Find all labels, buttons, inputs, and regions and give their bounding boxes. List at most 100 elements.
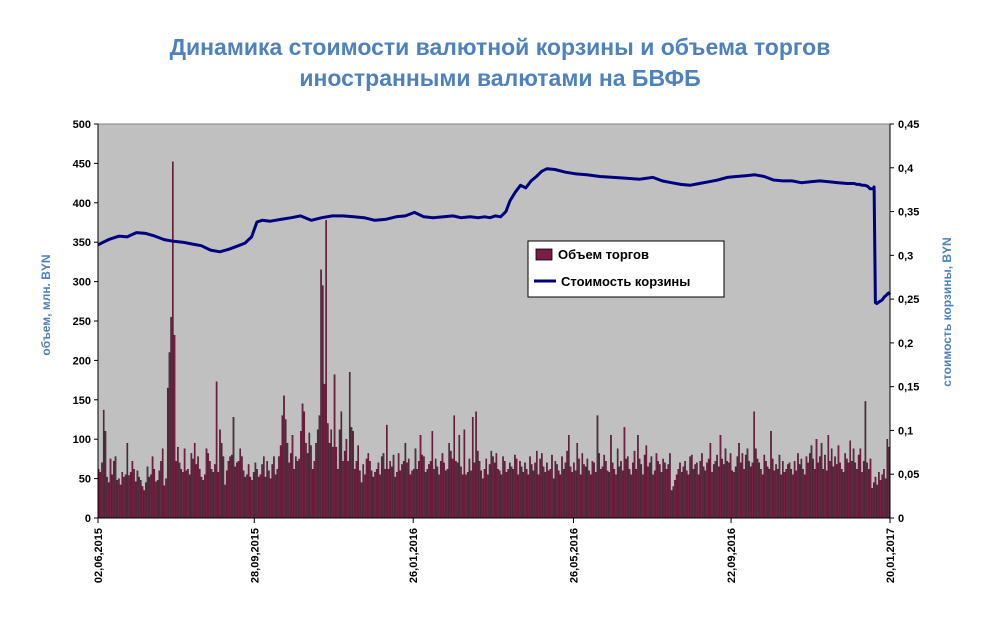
volume-bar bbox=[691, 454, 693, 519]
volume-bar bbox=[247, 464, 250, 519]
volume-bar bbox=[493, 462, 496, 519]
volume-bar bbox=[99, 472, 102, 519]
volume-bar bbox=[822, 469, 825, 519]
volume-bar bbox=[386, 424, 388, 519]
volume-bar bbox=[225, 470, 228, 519]
volume-bar bbox=[114, 456, 117, 519]
volume-bar bbox=[731, 470, 734, 519]
volume-bar bbox=[873, 482, 875, 519]
volume-bar bbox=[478, 461, 481, 519]
volume-bar bbox=[107, 482, 110, 519]
volume-bar bbox=[101, 462, 103, 519]
volume-bar bbox=[643, 454, 646, 519]
volume-bar bbox=[146, 466, 149, 519]
volume-bar bbox=[886, 439, 889, 519]
volume-bar bbox=[382, 453, 385, 519]
volume-bar bbox=[470, 470, 472, 519]
volume-bar bbox=[173, 335, 176, 519]
volume-bar bbox=[539, 458, 541, 519]
volume-bar bbox=[514, 454, 516, 519]
volume-bar bbox=[829, 461, 831, 519]
volume-bar bbox=[330, 429, 333, 519]
volume-bar bbox=[471, 417, 474, 519]
volume-bar bbox=[266, 461, 268, 519]
volume-bar bbox=[134, 481, 137, 519]
volume-bar bbox=[387, 469, 390, 519]
volume-bar bbox=[854, 462, 857, 519]
volume-bar bbox=[800, 458, 803, 519]
volume-bar bbox=[434, 458, 437, 519]
volume-bar bbox=[131, 461, 134, 519]
volume-bar bbox=[279, 445, 282, 519]
volume-bar bbox=[642, 474, 644, 519]
volume-bar bbox=[888, 446, 890, 519]
volume-bar bbox=[180, 469, 183, 519]
volume-bar bbox=[232, 417, 235, 519]
volume-bar bbox=[758, 462, 761, 519]
volume-bar bbox=[278, 456, 280, 519]
volume-bar bbox=[610, 435, 612, 519]
volume-bar bbox=[441, 453, 444, 519]
volume-bar bbox=[808, 453, 811, 519]
volume-bar bbox=[264, 476, 267, 519]
volume-bar bbox=[488, 464, 491, 519]
volume-bar bbox=[537, 474, 540, 519]
volume-bar bbox=[820, 443, 823, 519]
volume-bar bbox=[379, 474, 381, 519]
volume-bar bbox=[847, 462, 850, 519]
volume-bar bbox=[795, 470, 798, 519]
volume-bar bbox=[662, 458, 664, 519]
volume-bar bbox=[588, 470, 590, 519]
volume-bar bbox=[323, 383, 326, 519]
y-left-tick-label: 50 bbox=[79, 474, 91, 486]
volume-bar bbox=[251, 480, 253, 519]
volume-bar bbox=[579, 474, 582, 519]
volume-bar bbox=[111, 474, 113, 519]
volume-bar bbox=[765, 461, 767, 519]
volume-bar bbox=[404, 443, 407, 519]
volume-bar bbox=[259, 474, 262, 519]
volume-bar bbox=[202, 480, 204, 519]
volume-bar bbox=[542, 466, 545, 519]
volume-bar bbox=[760, 469, 762, 519]
volume-bar bbox=[869, 458, 872, 519]
volume-bar bbox=[600, 469, 602, 519]
volume-bar bbox=[608, 472, 611, 519]
volume-bar bbox=[648, 462, 651, 519]
volume-bar bbox=[291, 435, 294, 519]
volume-bar bbox=[814, 469, 816, 519]
volume-bar bbox=[664, 462, 666, 519]
volume-bar bbox=[788, 462, 791, 519]
volume-bar bbox=[261, 464, 263, 519]
volume-bar bbox=[837, 445, 840, 519]
volume-bar bbox=[498, 470, 501, 519]
volume-bar bbox=[210, 469, 213, 519]
volume-bar bbox=[200, 476, 203, 519]
volume-bar bbox=[204, 474, 206, 519]
volume-bar bbox=[586, 458, 589, 519]
volume-bar bbox=[593, 462, 595, 519]
volume-bar bbox=[423, 456, 425, 519]
volume-bar bbox=[308, 432, 311, 519]
volume-bar bbox=[505, 472, 508, 519]
volume-bar bbox=[345, 439, 348, 519]
volume-bar bbox=[841, 469, 843, 519]
y-right-tick-label: 0,3 bbox=[898, 250, 913, 262]
volume-bar bbox=[300, 431, 302, 519]
volume-bar bbox=[640, 464, 643, 519]
volume-bar bbox=[881, 474, 884, 519]
volume-bar bbox=[421, 454, 424, 519]
volume-bar bbox=[350, 427, 353, 519]
volume-bar bbox=[220, 443, 223, 519]
volume-bar bbox=[626, 456, 629, 519]
volume-bar bbox=[598, 453, 600, 519]
volume-bar bbox=[530, 464, 533, 519]
volume-bar bbox=[566, 450, 568, 519]
volume-bar bbox=[313, 461, 316, 519]
volume-bar bbox=[227, 461, 230, 519]
volume-bar bbox=[239, 448, 242, 519]
volume-bar bbox=[327, 423, 329, 519]
volume-bar bbox=[141, 486, 144, 519]
volume-bar bbox=[310, 445, 312, 519]
